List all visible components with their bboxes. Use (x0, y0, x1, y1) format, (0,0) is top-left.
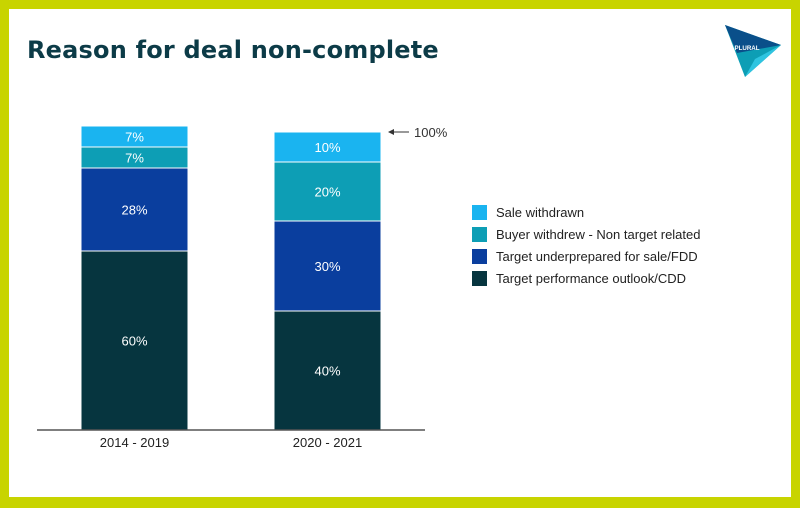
data-label: 20% (314, 185, 340, 200)
legend-label: Target performance outlook/CDD (496, 270, 687, 286)
bar-segment (273, 310, 382, 431)
plural-logo-icon: PLURAL (725, 25, 781, 77)
data-label: 60% (121, 334, 147, 349)
chart-legend: Sale withdrawn Buyer withdrew - Non targ… (472, 201, 700, 289)
legend-label: Buyer withdrew - Non target related (496, 226, 701, 242)
annotation-label: 100% (414, 125, 448, 140)
legend-swatch (472, 226, 487, 242)
legend-item-target-performance: Target performance outlook/CDD (472, 267, 700, 289)
x-tick-label: 2014 - 2019 (100, 435, 169, 450)
data-label: 28% (121, 203, 147, 218)
bar-segment (273, 131, 382, 163)
data-label: 40% (314, 364, 340, 379)
bar-segment (80, 125, 189, 148)
legend-swatch (472, 270, 487, 286)
x-tick-label: 2020 - 2021 (293, 435, 362, 450)
legend-swatch (472, 248, 487, 264)
data-label: 7% (125, 151, 144, 166)
annotation-arrowhead-icon (388, 129, 394, 135)
legend-label: Sale withdrawn (496, 204, 585, 220)
bar-segment (80, 167, 189, 252)
legend-label: Target underprepared for sale/FDD (496, 248, 698, 264)
data-label: 7% (125, 130, 144, 145)
stacked-bar-chart: 60% 28% 7% 7% 2014 - 2019 40% 30% 20% 10% 2020 - … (37, 125, 448, 450)
legend-item-buyer-withdrew: Buyer withdrew - Non target related (472, 223, 700, 245)
bar-segment (273, 161, 382, 222)
svg-text:PLURAL: PLURAL (734, 45, 759, 52)
legend-item-sale-withdrawn: Sale withdrawn (472, 201, 700, 223)
bar-segment (273, 220, 382, 312)
slide-title: Reason for deal non-complete (27, 36, 439, 64)
legend-swatch (472, 204, 487, 220)
data-label: 30% (314, 259, 340, 274)
slide: Reason for deal non-complete PLURAL 60% 2… (9, 9, 791, 497)
data-label: 10% (314, 140, 340, 155)
legend-item-target-underprepared: Target underprepared for sale/FDD (472, 245, 700, 267)
